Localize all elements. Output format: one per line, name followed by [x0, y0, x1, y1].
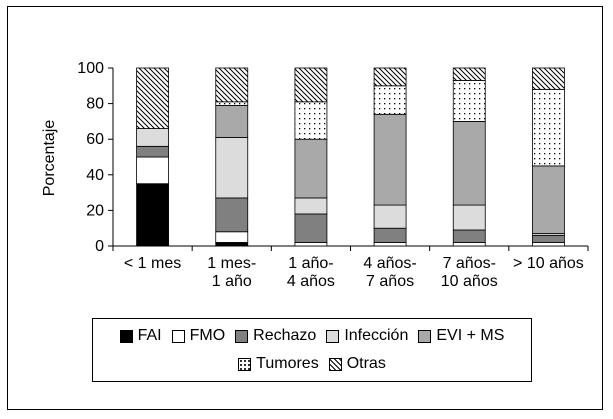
legend-row: Tumores Otras: [93, 355, 531, 373]
legend-item: EVI + MS: [418, 327, 504, 345]
legend-item: Infección: [326, 327, 408, 345]
legend-item: Otras: [328, 355, 386, 373]
bar-segment: [136, 67, 169, 129]
x-tick-label: 7 años-: [443, 255, 496, 272]
legend-swatch: [418, 329, 432, 343]
legend-swatch: [171, 329, 185, 343]
bar-segment: [532, 67, 565, 90]
legend-swatch: [328, 357, 342, 371]
bar-segment: [373, 204, 407, 229]
bar-segment: [215, 67, 249, 103]
bar-segment: [215, 101, 249, 106]
bar-segment: [373, 85, 407, 115]
legend-swatch: [235, 329, 249, 343]
y-tick-label: 40: [86, 167, 104, 184]
bar-segment: [136, 128, 169, 147]
bar-segment: [294, 213, 328, 243]
legend-label: Otras: [346, 355, 386, 372]
bar-segment: [452, 80, 486, 122]
x-tick-label: 10 años: [441, 273, 498, 290]
legend-label: EVI + MS: [436, 327, 505, 344]
legend-row: FAI FMO Rechazo Infección EVI + MS: [93, 327, 531, 345]
x-tick-label: < 1 mes: [124, 255, 181, 272]
legend-label: Rechazo: [253, 327, 317, 344]
bar-segment: [294, 101, 328, 140]
bar-segment: [452, 229, 486, 243]
legend-item: FAI: [119, 327, 162, 345]
bar-segment: [452, 121, 486, 206]
legend-label: FMO: [189, 327, 226, 344]
bar-segment: [452, 67, 486, 81]
bar-segment: [294, 67, 328, 103]
legend-swatch: [238, 357, 252, 371]
y-tick-label: 60: [86, 131, 104, 148]
bar-segment: [532, 242, 565, 247]
y-axis-label: Porcentaje: [41, 120, 58, 197]
x-tick-label: 1 año: [212, 273, 252, 290]
bar-segment: [215, 137, 249, 199]
legend-label: Infección: [344, 327, 409, 344]
bar-segment: [215, 231, 249, 243]
bar-segment: [532, 234, 565, 243]
y-tick-label: 20: [86, 202, 104, 219]
legend-item: FMO: [171, 327, 226, 345]
bar-segment: [294, 197, 328, 215]
bar-segment: [452, 242, 486, 247]
legend-label: Tumores: [256, 355, 319, 372]
x-tick-label: 1 año-: [288, 255, 333, 272]
bar-segment: [452, 204, 486, 231]
bar-segment: [373, 67, 407, 87]
legend-label: FAI: [137, 327, 162, 344]
legend-item: Rechazo: [235, 327, 316, 345]
bar-segment: [136, 145, 169, 158]
bar-segment: [215, 197, 249, 233]
bar-segment: [532, 88, 565, 167]
bar-segment: [532, 165, 565, 234]
legend: FAI FMO Rechazo Infección EVI + MS Tumores Ot…: [92, 318, 532, 382]
bar-segment: [294, 242, 328, 247]
legend-swatch: [119, 329, 133, 343]
y-tick-label: 80: [86, 96, 104, 113]
x-tick-label: 7 años: [366, 273, 414, 290]
bar-segment: [136, 183, 169, 247]
y-tick-label: 0: [95, 238, 104, 255]
x-tick-label: > 10 años: [513, 255, 584, 272]
bar-segment: [373, 242, 407, 247]
legend-swatch: [326, 329, 340, 343]
y-tick-label: 100: [77, 60, 104, 77]
chart-frame: 0 20 40 60 80 100 < 1 mes 1 mes- 1 año 1 año- 4 añ…: [7, 6, 603, 410]
x-tick-label: 1 mes-: [207, 255, 256, 272]
bar-segment: [373, 113, 407, 206]
x-tick-label: 4 años-: [363, 255, 416, 272]
bar-segment: [373, 227, 407, 243]
bar-segment: [136, 156, 169, 185]
bar-segment: [215, 242, 249, 247]
x-tick-label: 4 años: [287, 273, 335, 290]
bar-segment: [294, 138, 328, 199]
bar-segment: [215, 104, 249, 138]
legend-item: Tumores: [238, 355, 319, 373]
